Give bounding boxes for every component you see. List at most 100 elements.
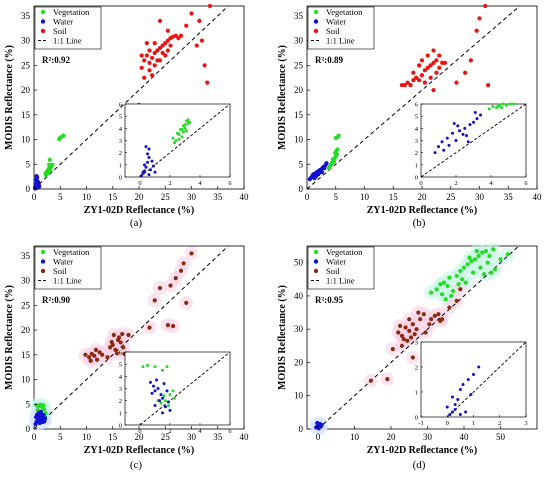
inset-data-point xyxy=(473,111,477,115)
data-point xyxy=(194,43,199,48)
inset-data-point xyxy=(469,393,473,396)
x-tick-label: 30 xyxy=(423,432,433,442)
data-point xyxy=(109,339,114,345)
inset-data-point xyxy=(454,139,458,142)
inset-data-point xyxy=(149,380,152,384)
inset-data-point xyxy=(153,404,157,408)
legend-label: 1:1 Line xyxy=(53,36,82,46)
inset-data-point xyxy=(144,165,148,169)
inset-x-tick-label: 2 xyxy=(168,428,171,435)
inset-x-tick-label: 6 xyxy=(228,180,232,187)
inset-x-tick-label: -1 xyxy=(418,420,423,427)
legend-label: Water xyxy=(326,257,346,267)
inset-data-point xyxy=(152,384,155,388)
inset-data-point xyxy=(149,168,152,172)
data-point xyxy=(314,174,319,179)
data-point xyxy=(447,275,452,280)
x-tick-label: 40 xyxy=(240,192,250,202)
data-point xyxy=(189,251,194,256)
data-point xyxy=(319,170,325,175)
data-point xyxy=(408,83,413,88)
inset-data-point xyxy=(180,128,184,132)
data-point xyxy=(436,312,441,317)
inset-data-point xyxy=(177,132,181,136)
inset-data-point xyxy=(183,123,187,127)
inset-one-to-one-line xyxy=(446,341,527,418)
data-point xyxy=(458,287,463,292)
x-tick-label: 0 xyxy=(32,192,37,202)
y-axis-label: MODIS Reflectance (%) xyxy=(277,285,288,390)
data-point xyxy=(385,376,390,382)
x-tick-label: 20 xyxy=(135,192,145,202)
inset-y-tick-label: 1 xyxy=(415,390,418,397)
inset-data-point xyxy=(472,373,475,376)
inset-y-tick-label: 4 xyxy=(119,374,123,381)
data-point xyxy=(142,58,147,63)
legend-swatch xyxy=(40,9,46,15)
x-tick-label: 0 xyxy=(32,432,37,442)
data-point xyxy=(207,3,212,9)
data-point xyxy=(468,58,473,63)
inset-data-point xyxy=(475,117,479,121)
legend-label: 1:1 Line xyxy=(326,276,355,286)
inset-data-point xyxy=(500,106,503,110)
legend-swatch xyxy=(40,28,46,34)
legend-label: Water xyxy=(326,17,346,27)
legend-label: Water xyxy=(53,257,73,267)
data-point xyxy=(422,68,427,73)
data-point xyxy=(414,327,419,332)
data-point xyxy=(431,48,436,53)
data-point xyxy=(38,409,43,414)
data-point xyxy=(418,317,423,322)
y-tick-label: 20 xyxy=(294,85,304,95)
data-point xyxy=(157,285,163,291)
data-point xyxy=(165,48,170,53)
x-tick-label: 5 xyxy=(58,192,63,202)
legend-label: Vegetation xyxy=(326,247,363,257)
inset-frame xyxy=(124,351,231,426)
inset-data-point xyxy=(452,121,456,125)
data-point xyxy=(456,282,461,287)
data-point xyxy=(485,260,490,265)
x-tick-label: 25 xyxy=(161,432,171,442)
data-point xyxy=(405,80,410,85)
panel-label: (b) xyxy=(413,217,426,229)
one-to-one-line xyxy=(33,5,229,190)
inset-y-tick-label: 0 xyxy=(415,415,418,422)
legend-swatch xyxy=(40,249,46,255)
data-point xyxy=(173,33,178,38)
y-tick-label: 20 xyxy=(294,357,304,367)
inset-data-point xyxy=(180,135,184,139)
data-point xyxy=(454,298,459,303)
y-tick-label: 15 xyxy=(21,350,31,360)
x-tick-label: 35 xyxy=(213,432,223,442)
data-point xyxy=(163,53,168,58)
inset-y-tick-label: 3 xyxy=(119,138,122,145)
data-point xyxy=(405,338,410,343)
legend-box xyxy=(34,246,102,290)
y-tick-label: 20 xyxy=(21,85,31,95)
inset-data-point xyxy=(177,137,181,141)
data-point xyxy=(431,87,436,93)
inset-y-tick-label: 3 xyxy=(119,386,122,393)
data-point xyxy=(165,323,170,328)
inset-data-point xyxy=(477,365,481,369)
data-point xyxy=(165,38,170,43)
y-tick-label: 35 xyxy=(21,251,31,261)
y-tick-label: 10 xyxy=(21,375,31,385)
data-point xyxy=(163,40,168,46)
y-tick-label: 10 xyxy=(294,135,304,145)
r2-label: R²:0.90 xyxy=(42,295,70,305)
data-point xyxy=(144,53,149,58)
x-axis-label: ZY1-02D Reflectance (%) xyxy=(367,205,478,216)
data-point xyxy=(176,36,181,41)
data-point xyxy=(178,33,184,38)
data-point xyxy=(476,253,481,259)
data-point xyxy=(35,181,40,187)
inset-data-point xyxy=(464,410,468,414)
x-tick-label: 0 xyxy=(305,192,310,202)
data-point xyxy=(42,416,48,421)
